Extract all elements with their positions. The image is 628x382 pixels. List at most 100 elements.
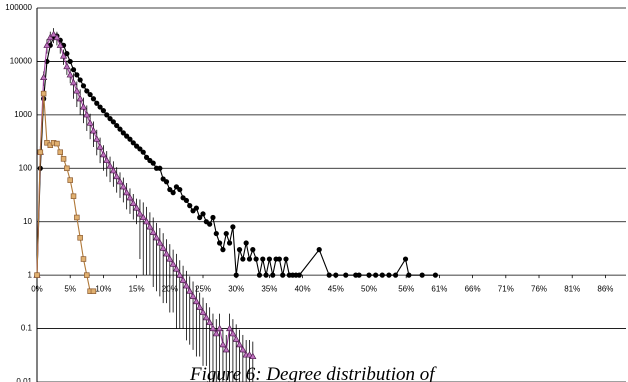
point bbox=[432, 272, 439, 278]
point bbox=[79, 103, 88, 110]
point bbox=[99, 150, 107, 158]
point bbox=[139, 213, 147, 221]
x-tick-label: 71% bbox=[498, 284, 514, 293]
point bbox=[406, 272, 412, 278]
point bbox=[152, 233, 161, 241]
point bbox=[120, 130, 126, 136]
point bbox=[162, 249, 171, 257]
point bbox=[236, 247, 243, 253]
point bbox=[113, 172, 121, 180]
point bbox=[187, 203, 193, 209]
x-tick-label: 40% bbox=[295, 284, 311, 293]
point bbox=[50, 30, 58, 37]
point bbox=[223, 230, 229, 237]
point bbox=[40, 73, 48, 81]
point bbox=[127, 136, 133, 142]
point bbox=[169, 260, 177, 267]
point bbox=[250, 247, 256, 253]
point bbox=[316, 247, 322, 253]
point bbox=[70, 67, 77, 73]
point bbox=[193, 205, 199, 211]
point bbox=[386, 272, 392, 278]
point bbox=[373, 272, 379, 278]
point bbox=[66, 70, 74, 78]
point bbox=[83, 110, 91, 118]
x-tick-label: 66% bbox=[465, 284, 481, 293]
x-tick-label: 30% bbox=[228, 284, 244, 293]
point bbox=[150, 160, 156, 166]
y-tick-label: 0.1 bbox=[21, 324, 33, 333]
point bbox=[90, 288, 97, 294]
point bbox=[59, 52, 68, 59]
point bbox=[146, 222, 154, 230]
point bbox=[104, 112, 110, 118]
point bbox=[124, 133, 130, 139]
point bbox=[280, 272, 286, 278]
y-tick-label: 1000 bbox=[14, 110, 32, 119]
point bbox=[116, 177, 124, 185]
point bbox=[253, 256, 259, 262]
point bbox=[270, 272, 276, 278]
y-tick-label: 100000 bbox=[5, 3, 32, 12]
point bbox=[60, 156, 67, 162]
point bbox=[166, 255, 174, 262]
point bbox=[326, 272, 332, 278]
point bbox=[256, 272, 263, 278]
x-tick-label: 76% bbox=[531, 284, 547, 293]
point bbox=[84, 272, 90, 278]
point bbox=[249, 352, 257, 360]
x-tick-label: 45% bbox=[328, 284, 344, 293]
point bbox=[379, 272, 385, 278]
point bbox=[177, 186, 183, 193]
point bbox=[217, 240, 223, 246]
point bbox=[196, 303, 204, 310]
y-tick-label: 0.01 bbox=[16, 377, 32, 382]
point bbox=[109, 166, 117, 174]
point bbox=[202, 313, 210, 321]
point bbox=[63, 62, 71, 70]
point bbox=[64, 51, 70, 57]
point bbox=[37, 149, 44, 155]
point bbox=[356, 272, 362, 278]
point bbox=[157, 165, 163, 171]
point bbox=[209, 324, 217, 332]
x-tick-label: 25% bbox=[195, 284, 211, 293]
y-tick-label: 1 bbox=[28, 270, 33, 279]
point bbox=[119, 182, 127, 190]
point bbox=[366, 272, 372, 278]
point bbox=[117, 126, 123, 132]
point bbox=[74, 214, 80, 221]
point bbox=[107, 116, 113, 122]
point bbox=[179, 276, 187, 283]
point bbox=[87, 91, 93, 98]
point bbox=[206, 318, 214, 326]
point bbox=[229, 329, 237, 337]
point bbox=[235, 340, 244, 348]
point bbox=[97, 104, 103, 110]
point bbox=[233, 272, 239, 278]
point bbox=[34, 272, 40, 278]
series-line bbox=[36, 35, 436, 276]
point bbox=[260, 256, 266, 262]
point bbox=[103, 156, 111, 164]
point bbox=[46, 33, 54, 41]
point bbox=[172, 265, 181, 272]
point bbox=[243, 240, 249, 246]
point bbox=[200, 211, 206, 217]
point bbox=[57, 149, 63, 155]
point bbox=[93, 135, 101, 142]
point bbox=[210, 214, 216, 221]
point bbox=[186, 287, 194, 294]
caption: Figure 6: Degree distribution of bbox=[189, 364, 437, 382]
point bbox=[222, 345, 230, 353]
point bbox=[333, 272, 339, 278]
point bbox=[170, 190, 176, 196]
point bbox=[159, 244, 167, 251]
point bbox=[226, 240, 233, 246]
point bbox=[123, 188, 131, 196]
point bbox=[54, 140, 60, 147]
point bbox=[176, 271, 184, 278]
point bbox=[80, 256, 87, 262]
point bbox=[74, 72, 80, 78]
